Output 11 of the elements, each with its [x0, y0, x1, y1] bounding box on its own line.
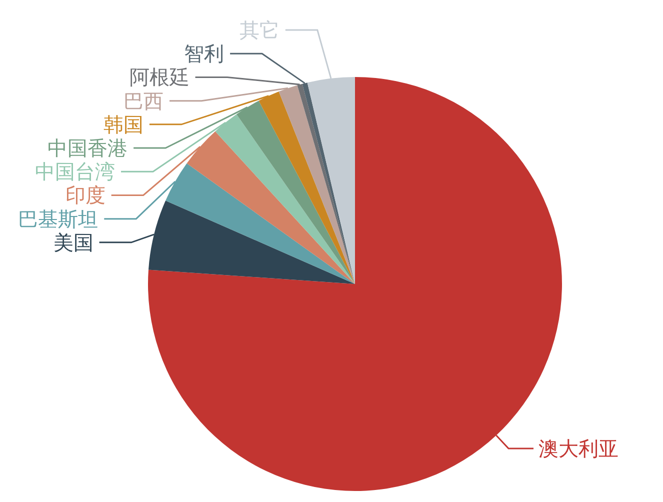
slice-label: 中国香港: [48, 136, 128, 160]
slice-label: 韩国: [103, 112, 144, 136]
slice-label: 阿根廷: [129, 65, 190, 90]
slice-label: 美国: [53, 230, 94, 254]
slice-label: 智利: [184, 42, 224, 66]
slice-label: 中国台湾: [35, 160, 116, 184]
slice-label: 印度: [65, 183, 106, 208]
slice-label: 巴西: [124, 88, 164, 113]
slice-label: 巴基斯坦: [18, 206, 98, 231]
slice-label: 其它: [239, 18, 280, 42]
slice-label: 澳大利亚: [538, 436, 619, 460]
